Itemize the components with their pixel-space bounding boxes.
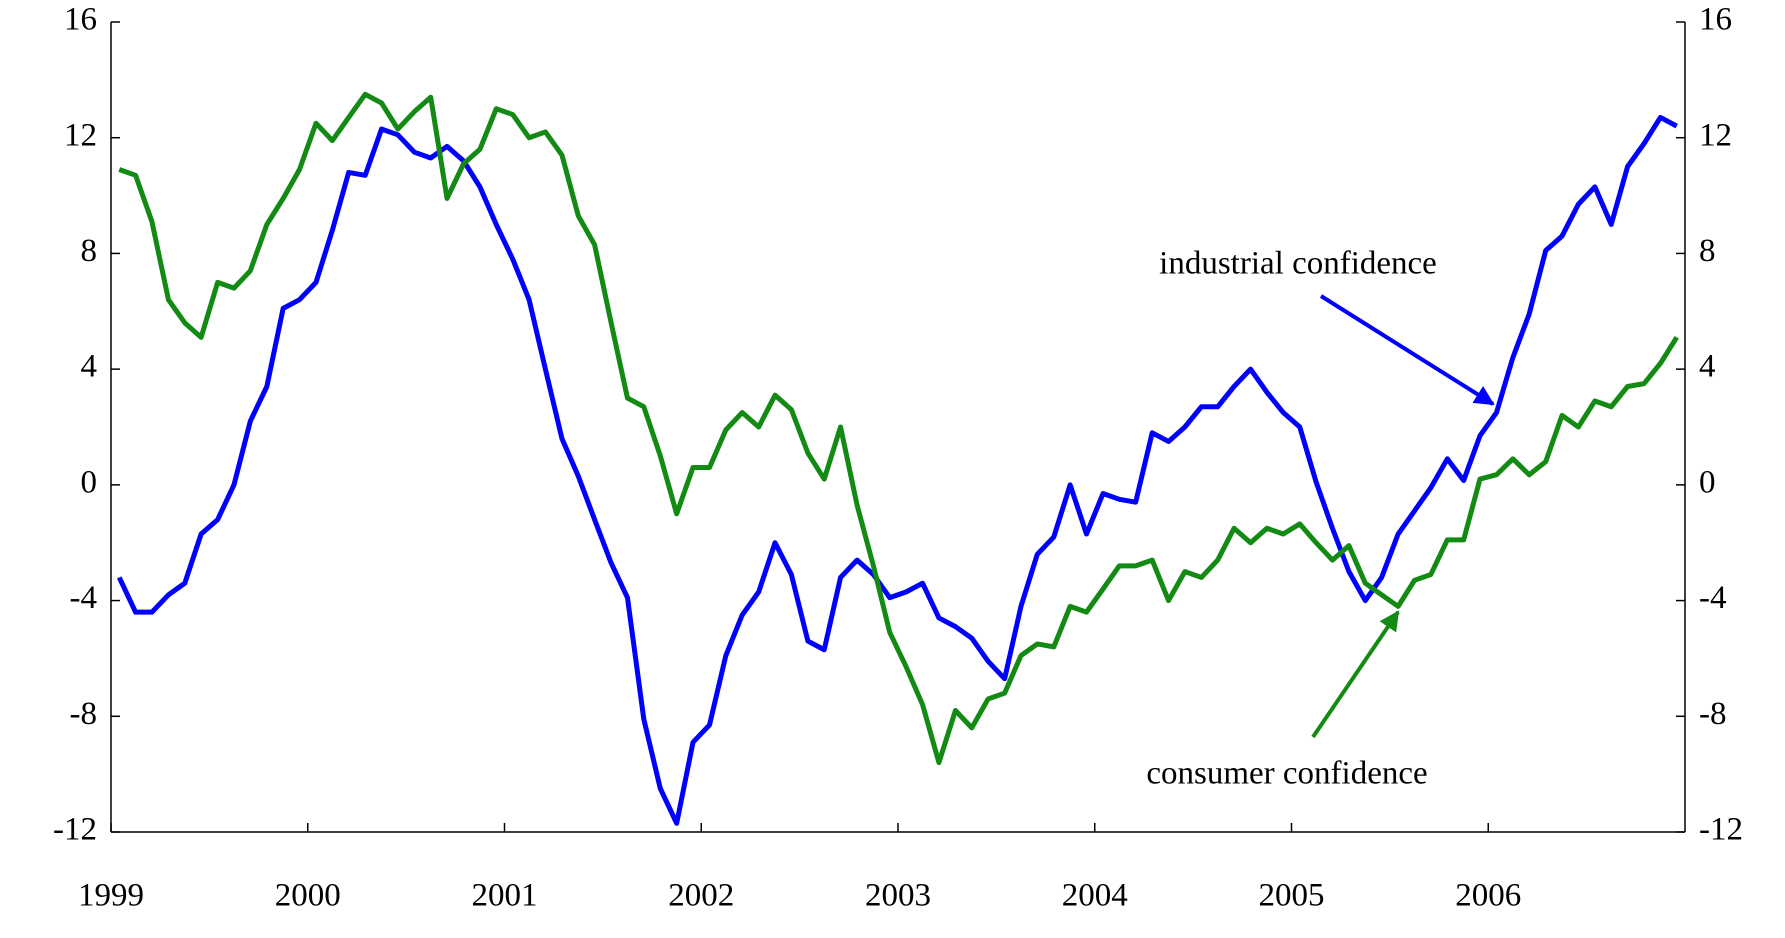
- y-tick-label: 16: [64, 2, 97, 38]
- plot-area: -12 -8 -4 0 4 8 12 16 -12 -8 -4 0 4 8 12 16 1999 2000 2001…: [53, 2, 1743, 914]
- y2-tick-label: -4: [1699, 580, 1727, 616]
- annotation: industrial confidence: [1159, 246, 1437, 282]
- x-tick-label: 2003: [865, 878, 931, 914]
- y2-tick-label: 0: [1699, 464, 1716, 500]
- y-tick-label: -8: [70, 696, 98, 732]
- x-tick-label: 2005: [1259, 878, 1325, 914]
- y-tick-label: -4: [70, 580, 98, 616]
- x-tick-label: 2001: [472, 878, 538, 914]
- y2-tick-label: -8: [1699, 696, 1727, 732]
- x-tick-label: 1999: [78, 878, 144, 914]
- series-line: [116, 114, 1678, 826]
- y2-tick-label: 4: [1699, 349, 1716, 385]
- x-tick-label: 2004: [1062, 878, 1128, 914]
- y2-tick-label: 12: [1699, 117, 1732, 153]
- y-tick-label: 0: [81, 464, 98, 500]
- x-tick-label: 2002: [668, 878, 734, 914]
- series-line: [118, 91, 1679, 766]
- y2-tick-label: 8: [1699, 233, 1716, 269]
- y-tick-label: 8: [81, 233, 98, 269]
- y2-tick-label: 16: [1699, 2, 1732, 38]
- y2-tick-label: -12: [1699, 812, 1743, 848]
- y-tick-label: 4: [81, 349, 98, 385]
- x-tick-label: 2006: [1455, 878, 1521, 914]
- annotation-arrow: [1319, 294, 1495, 406]
- x-tick-label: 2000: [275, 878, 341, 914]
- annotation: consumer confidence: [1146, 756, 1427, 792]
- annotation-arrow: [1311, 610, 1400, 739]
- y-tick-label: -12: [53, 812, 97, 848]
- y-tick-label: 12: [64, 117, 97, 153]
